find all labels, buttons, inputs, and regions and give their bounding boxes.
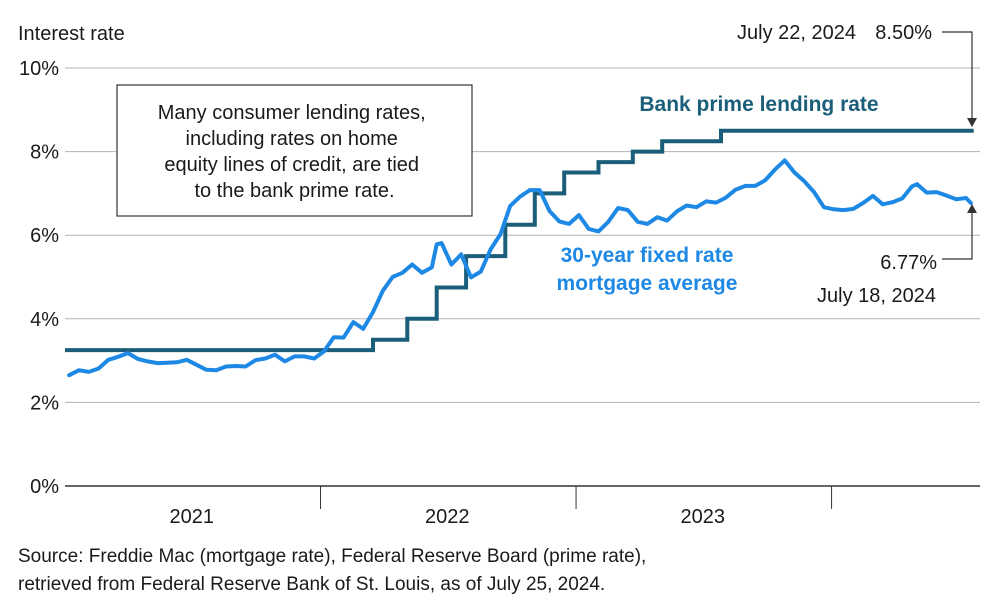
y-tick-label: 4% <box>30 309 59 331</box>
mortgage-end-value-label: 6.77% <box>880 252 937 274</box>
mortgage-end-date-label: July 18, 2024 <box>817 285 936 307</box>
y-axis-title: Interest rate <box>18 23 125 45</box>
note-line: to the bank prime rate. <box>194 180 394 202</box>
note-box-border <box>116 84 473 217</box>
mortgage-callout-leader <box>942 208 973 260</box>
x-tick-label: 2023 <box>681 506 726 528</box>
y-tick-label: 2% <box>30 392 59 414</box>
interest-rate-chart: Interest rate 0% 2% 4% 6% 8% 10% 2021 2022 2023… <box>18 22 980 528</box>
prime-callout-leader <box>942 31 973 124</box>
note-box: Many consumer lending rates, including r… <box>116 84 473 217</box>
mortgage-series-label-line2: mortgage average <box>557 272 738 295</box>
y-tick-label: 0% <box>30 476 59 498</box>
prime-series-label: Bank prime lending rate <box>639 93 878 116</box>
x-tick-label: 2022 <box>425 506 470 528</box>
note-line: Many consumer lending rates, <box>158 102 426 124</box>
prime-end-value-label: 8.50% <box>875 22 932 44</box>
x-axis: 2021 2022 2023 <box>169 486 833 528</box>
y-axis-tick-labels: 0% 2% 4% 6% 8% 10% <box>19 58 59 498</box>
source-note-line1: Source: Freddie Mac (mortgage rate), Fed… <box>18 546 647 567</box>
x-tick-label: 2021 <box>169 506 214 528</box>
series-points <box>64 130 974 376</box>
source-note-line2: retrieved from Federal Reserve Bank of S… <box>18 574 606 595</box>
mortgage-callout-arrow <box>967 204 977 213</box>
y-tick-label: 8% <box>30 142 59 164</box>
y-tick-label: 10% <box>19 58 59 80</box>
note-line: equity lines of credit, are tied <box>164 154 419 176</box>
mortgage-series-label-line1: 30-year fixed rate <box>561 244 734 267</box>
note-line: including rates on home <box>186 128 398 150</box>
svg-text:Many consumer lending rates,: Many consumer lending rates, including r… <box>158 102 431 202</box>
prime-end-date-label: July 22, 2024 <box>737 22 856 44</box>
prime-rate-series-line <box>65 128 974 353</box>
y-tick-label: 6% <box>30 225 59 247</box>
prime-callout-arrow <box>967 118 977 127</box>
